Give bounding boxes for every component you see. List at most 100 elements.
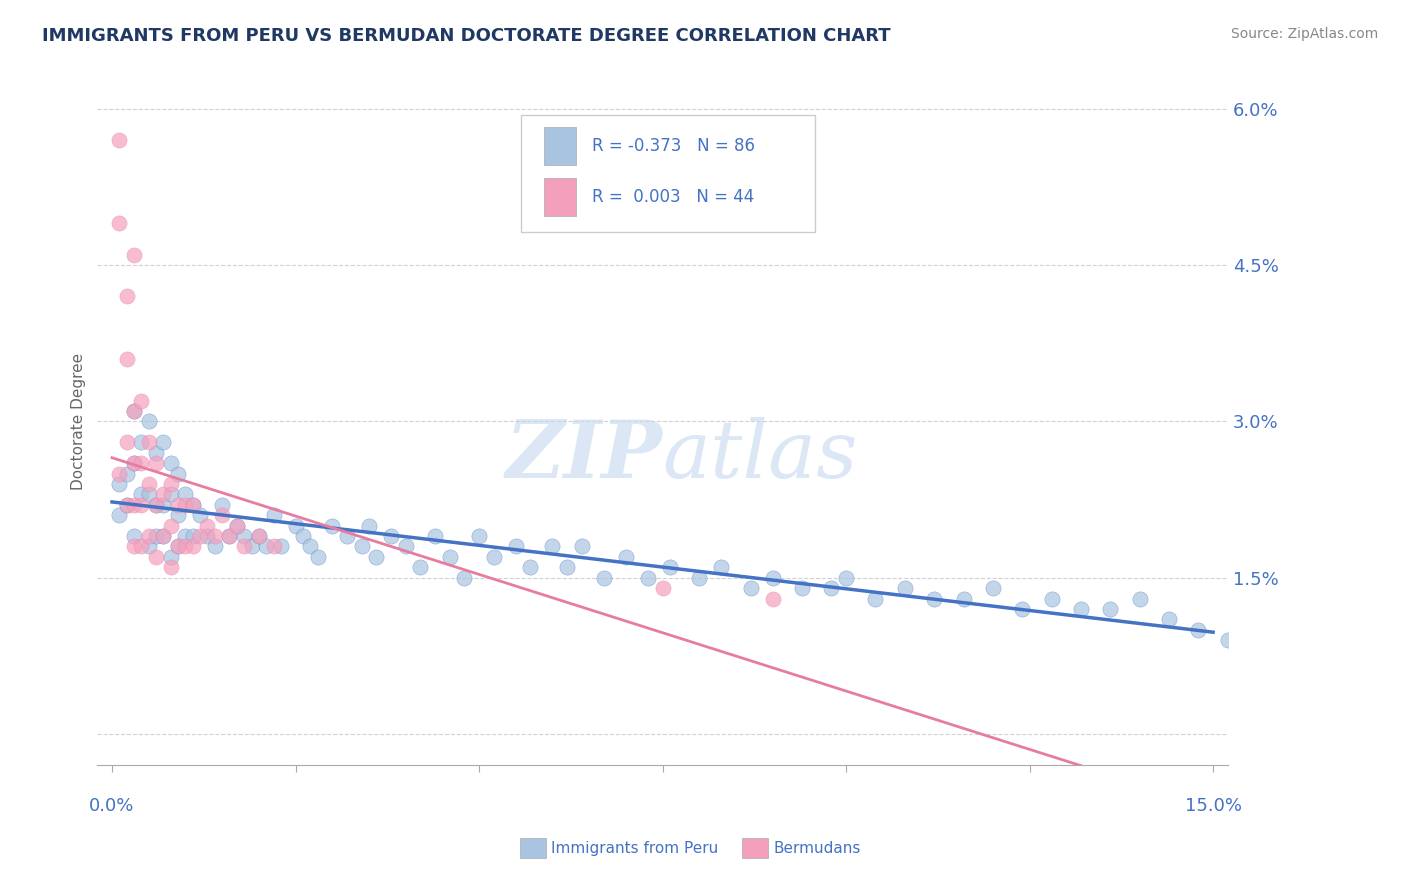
Point — [115, 467, 138, 481]
Point — [350, 540, 373, 554]
Point — [740, 581, 762, 595]
Point — [835, 571, 858, 585]
Point — [688, 571, 710, 585]
Point — [284, 518, 307, 533]
Point — [204, 540, 226, 554]
Point — [423, 529, 446, 543]
Point — [145, 529, 167, 543]
Text: R =  0.003   N = 44: R = 0.003 N = 44 — [592, 187, 755, 206]
Point — [115, 351, 138, 366]
Point — [122, 456, 145, 470]
Point — [307, 549, 329, 564]
Point — [240, 540, 263, 554]
Point — [181, 498, 204, 512]
Point — [131, 540, 153, 554]
Point — [131, 435, 153, 450]
Point — [145, 498, 167, 512]
Point — [138, 435, 160, 450]
Point — [108, 508, 131, 523]
Point — [505, 540, 527, 554]
Point — [138, 540, 160, 554]
Point — [174, 529, 197, 543]
Point — [519, 560, 541, 574]
FancyBboxPatch shape — [544, 178, 575, 216]
Point — [482, 549, 505, 564]
Point — [122, 404, 145, 418]
Point — [152, 529, 174, 543]
Point — [122, 404, 145, 418]
Point — [138, 477, 160, 491]
Point — [138, 529, 160, 543]
Point — [865, 591, 887, 606]
Point — [108, 477, 131, 491]
Point — [263, 540, 285, 554]
Point — [131, 487, 153, 501]
Point — [1216, 633, 1239, 648]
Point — [115, 498, 138, 512]
Y-axis label: Doctorate Degree: Doctorate Degree — [72, 353, 86, 490]
Point — [592, 571, 614, 585]
Point — [1187, 623, 1209, 637]
Point — [138, 414, 160, 428]
Point — [115, 498, 138, 512]
Point — [321, 518, 343, 533]
Point — [922, 591, 945, 606]
Text: atlas: atlas — [662, 417, 858, 494]
Point — [270, 540, 292, 554]
Text: 15.0%: 15.0% — [1185, 797, 1241, 814]
Point — [145, 456, 167, 470]
Point — [762, 591, 785, 606]
Point — [122, 540, 145, 554]
Point — [439, 549, 461, 564]
Point — [453, 571, 475, 585]
Point — [108, 467, 131, 481]
Point — [247, 529, 270, 543]
Point — [211, 508, 233, 523]
Point — [336, 529, 359, 543]
FancyBboxPatch shape — [544, 127, 575, 165]
Point — [131, 498, 153, 512]
Point — [138, 487, 160, 501]
Point — [211, 498, 233, 512]
Point — [762, 571, 785, 585]
Point — [159, 487, 181, 501]
Point — [122, 456, 145, 470]
Point — [174, 540, 197, 554]
Point — [167, 540, 190, 554]
Point — [658, 560, 681, 574]
Point — [167, 498, 190, 512]
Point — [380, 529, 402, 543]
Point — [1099, 602, 1122, 616]
Point — [790, 581, 813, 595]
Point — [115, 435, 138, 450]
Text: IMMIGRANTS FROM PERU VS BERMUDAN DOCTORATE DEGREE CORRELATION CHART: IMMIGRANTS FROM PERU VS BERMUDAN DOCTORA… — [42, 27, 891, 45]
Point — [1011, 602, 1033, 616]
Point — [1129, 591, 1152, 606]
Point — [1040, 591, 1063, 606]
Point — [167, 508, 190, 523]
Point — [131, 456, 153, 470]
Point — [254, 540, 277, 554]
Text: Source: ZipAtlas.com: Source: ZipAtlas.com — [1230, 27, 1378, 41]
Point — [152, 435, 174, 450]
Point — [366, 549, 388, 564]
Point — [263, 508, 285, 523]
Point — [291, 529, 314, 543]
Point — [204, 529, 226, 543]
Point — [225, 518, 247, 533]
Point — [468, 529, 491, 543]
Point — [541, 540, 564, 554]
Point — [122, 529, 145, 543]
Point — [159, 518, 181, 533]
Point — [167, 540, 190, 554]
Text: ZIP: ZIP — [506, 417, 662, 494]
Point — [131, 393, 153, 408]
Point — [820, 581, 842, 595]
Point — [181, 498, 204, 512]
Point — [614, 549, 637, 564]
Point — [159, 477, 181, 491]
Point — [145, 498, 167, 512]
Point — [159, 549, 181, 564]
Point — [1070, 602, 1092, 616]
Point — [710, 560, 733, 574]
